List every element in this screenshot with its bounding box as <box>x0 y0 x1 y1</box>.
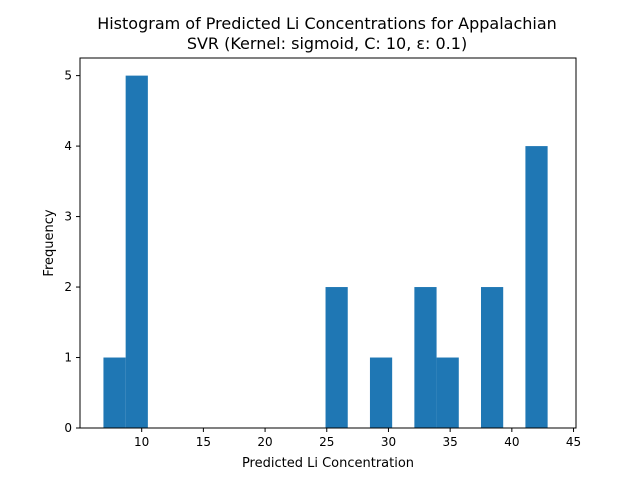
histogram-bar <box>103 357 126 428</box>
histogram-bar <box>525 146 548 428</box>
histogram-bar <box>414 287 437 428</box>
x-tick-label: 40 <box>504 435 519 449</box>
y-tick-label: 0 <box>64 421 72 435</box>
x-tick-label: 10 <box>134 435 149 449</box>
x-axis-label: Predicted Li Concentration <box>242 456 414 471</box>
x-tick-label: 20 <box>257 435 272 449</box>
plot-frame <box>79 57 577 429</box>
y-axis-label: Frequency <box>42 209 57 276</box>
chart-subtitle: SVR (Kernel: sigmoid, C: 10, ε: 0.1) <box>187 34 467 53</box>
x-tick-label: 35 <box>443 435 458 449</box>
x-tick-label: 15 <box>196 435 211 449</box>
bars-layer <box>103 75 548 428</box>
y-tick-label: 1 <box>64 351 72 365</box>
histogram-bar <box>325 287 348 428</box>
histogram-bar <box>369 357 393 428</box>
x-tick-label: 25 <box>319 435 334 449</box>
histogram-bar <box>480 287 504 428</box>
histogram-bar <box>436 357 459 428</box>
y-tick-label: 4 <box>64 139 72 153</box>
x-tick-label: 30 <box>381 435 396 449</box>
y-tick-label: 3 <box>64 210 72 224</box>
y-tick-label: 2 <box>64 280 72 294</box>
chart-title: Histogram of Predicted Li Concentrations… <box>97 14 557 33</box>
histogram-bar <box>125 75 148 428</box>
y-tick-label: 5 <box>64 69 72 83</box>
x-tick-label: 45 <box>566 435 581 449</box>
